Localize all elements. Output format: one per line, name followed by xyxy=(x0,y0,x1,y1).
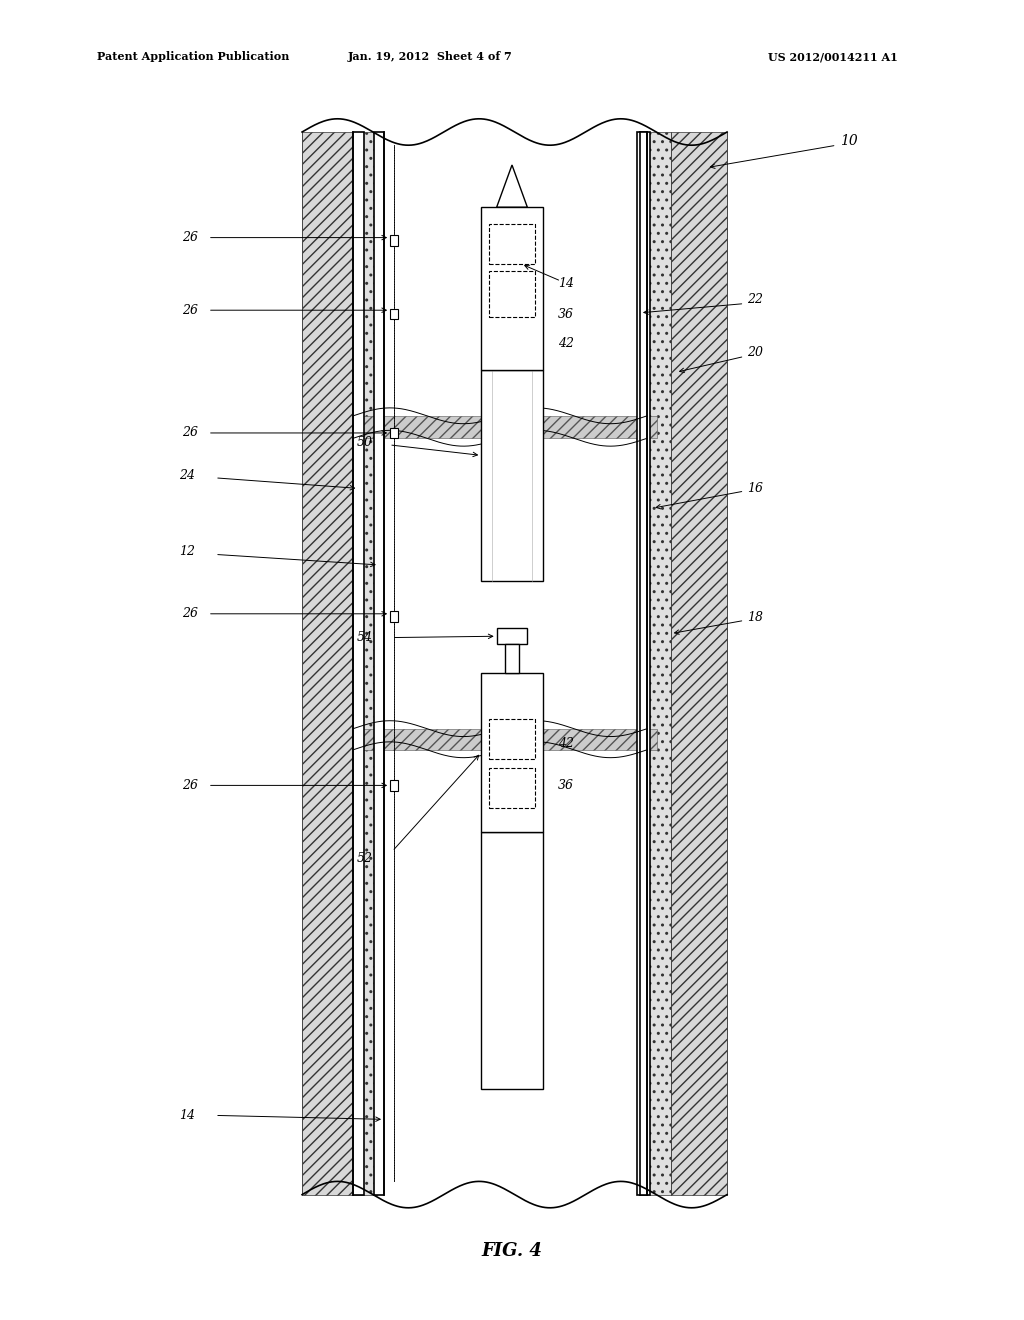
Text: 26: 26 xyxy=(182,231,199,244)
Text: 52: 52 xyxy=(356,851,373,865)
Bar xyxy=(353,416,384,438)
Text: 20: 20 xyxy=(748,346,764,359)
Bar xyxy=(390,235,398,246)
Bar xyxy=(481,832,543,1089)
Text: Patent Application Publication: Patent Application Publication xyxy=(97,51,290,62)
Text: 36: 36 xyxy=(558,779,574,792)
Bar xyxy=(640,729,657,750)
Text: US 2012/0014211 A1: US 2012/0014211 A1 xyxy=(768,51,898,62)
Bar xyxy=(390,780,398,791)
Text: 26: 26 xyxy=(182,304,199,317)
Bar xyxy=(481,673,543,832)
Bar xyxy=(481,207,543,370)
Text: 42: 42 xyxy=(558,337,574,350)
Bar xyxy=(353,729,384,750)
Bar xyxy=(390,611,398,622)
Polygon shape xyxy=(497,165,527,207)
Bar xyxy=(640,416,657,438)
Text: 16: 16 xyxy=(748,482,764,495)
Bar xyxy=(671,132,727,1195)
Text: FIG. 4: FIG. 4 xyxy=(481,1242,543,1261)
Bar xyxy=(390,428,398,438)
Text: 42: 42 xyxy=(558,737,574,750)
Bar xyxy=(489,271,535,317)
Text: 50: 50 xyxy=(356,436,373,449)
Bar xyxy=(374,132,384,1195)
Bar xyxy=(489,224,535,264)
Text: 26: 26 xyxy=(182,426,199,440)
Text: 36: 36 xyxy=(558,308,574,321)
Text: 14: 14 xyxy=(179,1109,196,1122)
Bar xyxy=(489,768,535,808)
Text: 12: 12 xyxy=(179,545,196,558)
Bar xyxy=(481,370,543,581)
Bar xyxy=(497,628,527,644)
Bar xyxy=(489,719,535,759)
Bar xyxy=(353,132,364,1195)
Bar xyxy=(384,729,640,750)
Text: 14: 14 xyxy=(558,277,574,290)
Text: 26: 26 xyxy=(182,607,199,620)
Bar xyxy=(637,132,647,1195)
Bar xyxy=(505,644,519,673)
Text: 18: 18 xyxy=(748,611,764,624)
Text: 24: 24 xyxy=(179,469,196,482)
Text: 10: 10 xyxy=(840,135,857,148)
Text: Jan. 19, 2012  Sheet 4 of 7: Jan. 19, 2012 Sheet 4 of 7 xyxy=(348,51,512,62)
Text: 26: 26 xyxy=(182,779,199,792)
Bar xyxy=(384,416,640,438)
Bar xyxy=(302,132,353,1195)
Text: 54: 54 xyxy=(356,631,373,644)
Bar xyxy=(640,132,650,1195)
Bar xyxy=(353,132,377,1195)
Bar xyxy=(390,309,398,319)
Bar xyxy=(647,132,671,1195)
Bar xyxy=(384,132,640,1195)
Text: 22: 22 xyxy=(748,293,764,306)
